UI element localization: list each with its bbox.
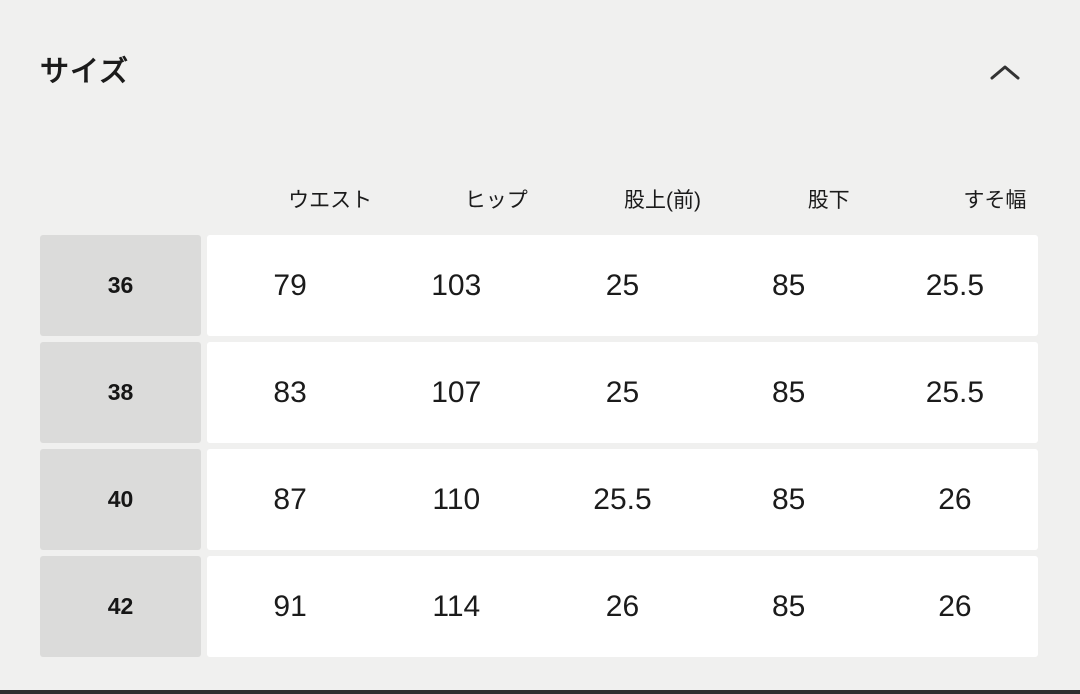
chevron-up-icon bbox=[990, 65, 1020, 79]
column-header-hip: ヒップ bbox=[464, 189, 528, 212]
value-cell: 26 bbox=[938, 482, 972, 516]
collapse-section-button[interactable] bbox=[985, 60, 1025, 85]
table-row: 83 107 25 85 25.5 bbox=[207, 342, 1038, 443]
value-cell: 25 bbox=[605, 375, 640, 409]
value-cell: 114 bbox=[432, 589, 481, 623]
column-header-row: ウエスト ヒップ 股上(前) 股下 すそ幅 bbox=[247, 188, 1078, 214]
value-cell: 79 bbox=[273, 268, 307, 302]
table-row: 87 110 25.5 85 26 bbox=[207, 449, 1038, 550]
value-cell: 25.5 bbox=[925, 268, 985, 302]
size-label-cell: 36 bbox=[40, 235, 201, 336]
value-cell: 25 bbox=[605, 268, 640, 302]
section-header: サイズ bbox=[0, 0, 1080, 90]
size-label-cell: 40 bbox=[40, 449, 201, 550]
value-cell: 85 bbox=[772, 589, 806, 623]
size-table: 36 79 103 25 85 25.5 38 83 107 25 85 25.… bbox=[40, 235, 1038, 657]
column-header-inseam: 股下 bbox=[807, 189, 850, 212]
table-row: 79 103 25 85 25.5 bbox=[207, 235, 1038, 336]
value-cell: 110 bbox=[432, 482, 481, 516]
size-label-cell: 42 bbox=[40, 556, 201, 657]
size-section: サイズ ウエスト ヒップ 股上(前) 股下 すそ幅 36 79 103 25 8… bbox=[0, 0, 1080, 657]
value-cell: 26 bbox=[605, 589, 640, 623]
value-cell: 87 bbox=[273, 482, 307, 516]
value-cell: 83 bbox=[273, 375, 307, 409]
value-cell: 107 bbox=[431, 375, 482, 409]
column-header-rise-front: 股上(前) bbox=[623, 189, 701, 212]
value-cell: 26 bbox=[938, 589, 972, 623]
value-cell: 103 bbox=[431, 268, 482, 302]
value-cell: 25.5 bbox=[593, 482, 652, 516]
column-header-waist: ウエスト bbox=[288, 189, 373, 212]
section-title: サイズ bbox=[40, 56, 130, 88]
value-cell: 85 bbox=[772, 268, 806, 302]
value-cell: 25.5 bbox=[925, 375, 985, 409]
value-cell: 91 bbox=[273, 589, 307, 623]
table-row: 91 114 26 85 26 bbox=[207, 556, 1038, 657]
value-cell: 85 bbox=[772, 482, 806, 516]
size-label-cell: 38 bbox=[40, 342, 201, 443]
bottom-bar bbox=[0, 690, 1080, 694]
column-header-hem-width: すそ幅 bbox=[963, 189, 1027, 212]
value-cell: 85 bbox=[772, 375, 806, 409]
